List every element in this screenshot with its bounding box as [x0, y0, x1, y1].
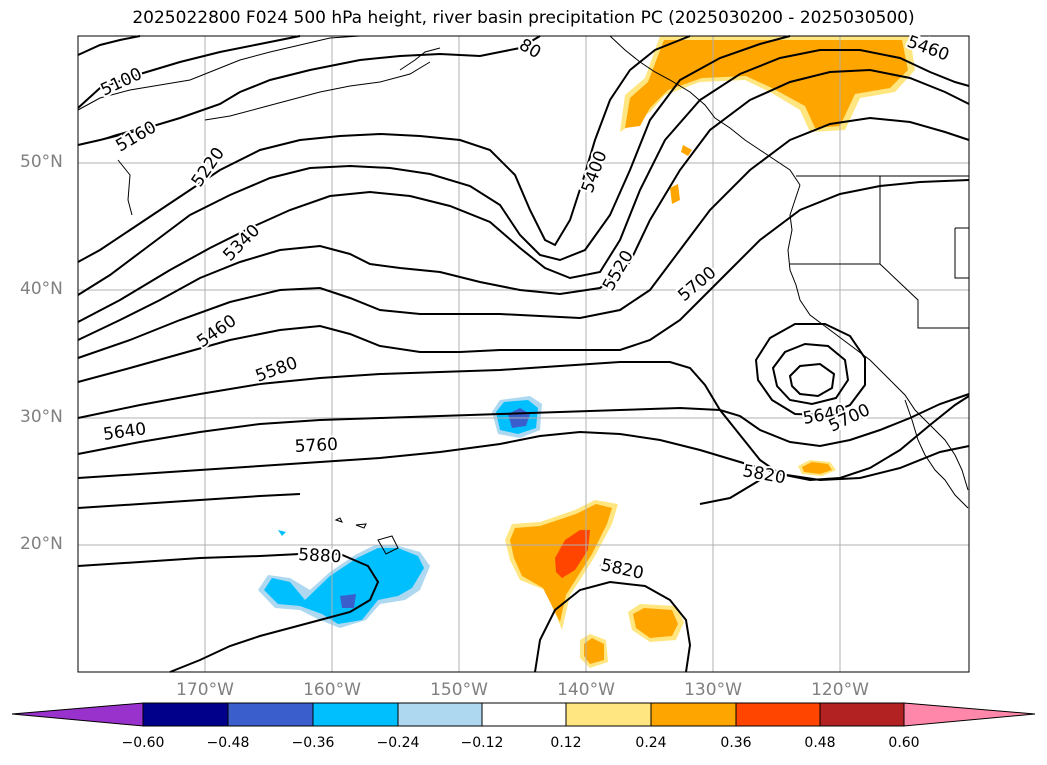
colorbar-tick: −0.48: [206, 735, 250, 751]
contour-label-5100: 5100: [98, 64, 146, 100]
lon-label-150w: 150°W: [430, 680, 488, 700]
colorbar-extend-low: [11, 702, 144, 727]
contour-label-5820-east: 5820: [741, 461, 787, 488]
lat-label-20n: 20°N: [20, 534, 63, 554]
contour-label-5760: 5760: [294, 435, 338, 457]
map-frame: [77, 35, 970, 673]
colorbar-tick: 0.60: [888, 735, 920, 751]
colorbar-tick: −0.36: [291, 735, 335, 751]
colorbar-extend-high: [903, 702, 1036, 727]
lat-label-50n: 50°N: [20, 152, 63, 172]
contour-label-5820-south: 5820: [599, 555, 645, 584]
contour-label-5340: 5340: [219, 221, 264, 266]
contour-label-5520: 5520: [599, 247, 638, 294]
colorbar-tick: −0.24: [376, 735, 420, 751]
contour-label-5640: 5640: [102, 419, 148, 445]
colorbar-tick: 0.48: [804, 735, 836, 751]
colorbar-tick: 0.12: [550, 735, 582, 751]
contour-label-5400: 5400: [578, 148, 612, 195]
contour-label-5880: 5880: [298, 545, 342, 567]
contour-label-80: 80: [516, 35, 545, 63]
height-contours: [77, 35, 970, 673]
coastlines: [77, 35, 969, 555]
lon-label-140w: 140°W: [557, 680, 615, 700]
colorbar-tick: −0.60: [121, 735, 165, 751]
colorbar-tick: 0.24: [635, 735, 667, 751]
lon-label-170w: 170°W: [176, 680, 234, 700]
contour-label-5220: 5220: [188, 144, 229, 191]
colorbar: [11, 702, 1036, 727]
precipitation-shading: [258, 36, 915, 668]
contour-label-5160: 5160: [113, 117, 160, 156]
colorbar-tick: 0.36: [720, 735, 752, 751]
contour-label-5460: 5460: [193, 311, 240, 352]
lon-label-130w: 130°W: [684, 680, 742, 700]
lat-label-30n: 30°N: [20, 407, 63, 427]
lat-label-40n: 40°N: [20, 279, 63, 299]
graticule: [78, 36, 969, 672]
map-title: 2025022800 F024 500 hPa height, river ba…: [132, 8, 915, 28]
lon-label-120w: 120°W: [811, 680, 869, 700]
lon-label-160w: 160°W: [303, 680, 361, 700]
colorbar-tick: −0.12: [460, 735, 504, 751]
